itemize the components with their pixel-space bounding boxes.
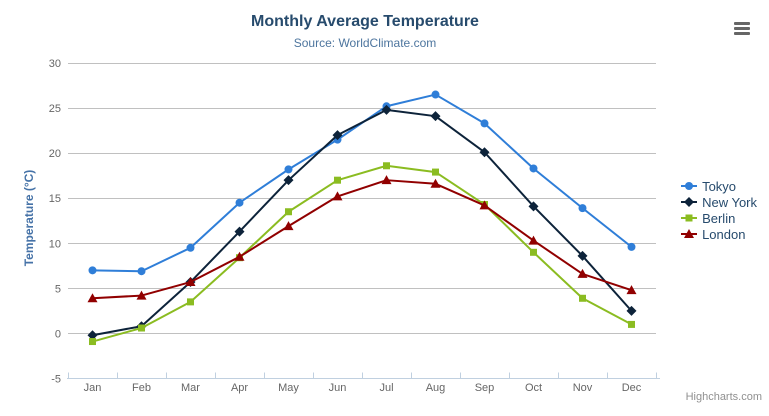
data-point-new-york[interactable] <box>577 250 588 261</box>
y-axis-label: 25 <box>49 103 61 115</box>
x-axis-label: May <box>278 382 299 394</box>
series-london[interactable] <box>87 175 637 303</box>
legend-label: New York <box>702 194 757 210</box>
data-point-berlin[interactable] <box>187 298 194 306</box>
data-point-london[interactable] <box>332 191 343 201</box>
data-point-tokyo[interactable] <box>431 90 440 99</box>
data-point-berlin[interactable] <box>334 176 341 184</box>
data-point-tokyo[interactable] <box>137 267 146 276</box>
y-axis-label: -5 <box>51 374 61 386</box>
data-point-london[interactable] <box>577 268 588 278</box>
legend-label: London <box>702 226 746 242</box>
data-point-new-york[interactable] <box>381 104 392 115</box>
data-point-london[interactable] <box>430 178 441 188</box>
data-point-new-york[interactable] <box>626 305 637 316</box>
data-point-berlin[interactable] <box>628 320 635 328</box>
data-point-london[interactable] <box>528 235 539 245</box>
data-point-london[interactable] <box>283 221 294 231</box>
y-axis-label: 10 <box>49 238 61 250</box>
data-point-london[interactable] <box>626 285 637 295</box>
legend: Tokyo New York Berlin London <box>681 178 757 242</box>
data-point-tokyo[interactable] <box>578 204 587 213</box>
legend-label: Tokyo <box>702 178 737 194</box>
x-axis-label: Jul <box>379 382 393 394</box>
legend-item-london[interactable]: London <box>681 226 757 242</box>
data-point-tokyo[interactable] <box>284 165 293 174</box>
data-point-london[interactable] <box>185 277 196 287</box>
data-point-london[interactable] <box>136 290 147 300</box>
london-marker-icon <box>681 229 698 238</box>
x-axis-label: Mar <box>181 382 200 394</box>
data-point-tokyo[interactable] <box>235 198 244 207</box>
y-axis-label: 30 <box>49 58 61 70</box>
y-axis-label: 5 <box>55 283 61 295</box>
chart-title: Monthly Average Temperature <box>251 13 479 30</box>
data-point-tokyo[interactable] <box>480 119 489 128</box>
series-new-york[interactable] <box>87 104 637 341</box>
new-york-marker-icon <box>681 197 698 207</box>
data-point-new-york[interactable] <box>234 226 245 237</box>
data-point-berlin[interactable] <box>530 248 537 256</box>
tokyo-marker-icon <box>681 182 698 190</box>
data-point-berlin[interactable] <box>432 168 439 176</box>
series-tokyo[interactable] <box>88 90 636 276</box>
y-axis-label: 0 <box>55 328 61 340</box>
legend-label: Berlin <box>702 210 736 226</box>
data-point-new-york[interactable] <box>430 111 441 122</box>
data-point-berlin[interactable] <box>285 208 292 216</box>
legend-item-tokyo[interactable]: Tokyo <box>681 178 757 194</box>
hamburger-icon <box>734 21 750 25</box>
x-axis-label: Nov <box>573 382 593 394</box>
data-point-berlin[interactable] <box>89 338 96 346</box>
data-point-london[interactable] <box>381 175 392 185</box>
data-point-tokyo[interactable] <box>186 243 195 252</box>
data-point-london[interactable] <box>479 200 490 210</box>
berlin-marker-icon <box>681 214 698 222</box>
data-point-new-york[interactable] <box>283 175 294 186</box>
legend-item-berlin[interactable]: Berlin <box>681 210 757 226</box>
data-point-new-york[interactable] <box>528 201 539 212</box>
x-axis-label: Apr <box>231 382 248 394</box>
x-axis-label: Oct <box>525 382 542 394</box>
chart-subtitle: Source: WorldClimate.com <box>293 36 437 50</box>
legend-item-new-york[interactable]: New York <box>681 194 757 210</box>
data-point-new-york[interactable] <box>87 330 98 341</box>
credits-link[interactable]: Highcharts.com <box>685 391 762 403</box>
data-point-berlin[interactable] <box>138 324 145 332</box>
y-axis-title: Temperature (°C) <box>22 169 36 267</box>
data-point-tokyo[interactable] <box>627 242 636 251</box>
x-axis-label: Feb <box>132 382 151 394</box>
x-axis-label: Sep <box>475 382 495 394</box>
data-point-tokyo[interactable] <box>529 164 538 173</box>
y-axis-label: 15 <box>49 193 61 205</box>
data-point-london[interactable] <box>87 293 98 303</box>
data-point-new-york[interactable] <box>332 130 343 141</box>
x-axis-label: Jun <box>329 382 347 394</box>
data-point-london[interactable] <box>234 251 245 261</box>
x-axis-label: Aug <box>426 382 446 394</box>
data-point-new-york[interactable] <box>479 147 490 158</box>
y-axis-label: 20 <box>49 148 61 160</box>
export-menu-button[interactable] <box>729 16 755 40</box>
x-axis-label: Dec <box>622 382 642 394</box>
data-point-berlin[interactable] <box>383 162 390 170</box>
data-point-berlin[interactable] <box>579 294 586 302</box>
x-axis-label: Jan <box>84 382 102 394</box>
data-point-tokyo[interactable] <box>88 266 97 275</box>
